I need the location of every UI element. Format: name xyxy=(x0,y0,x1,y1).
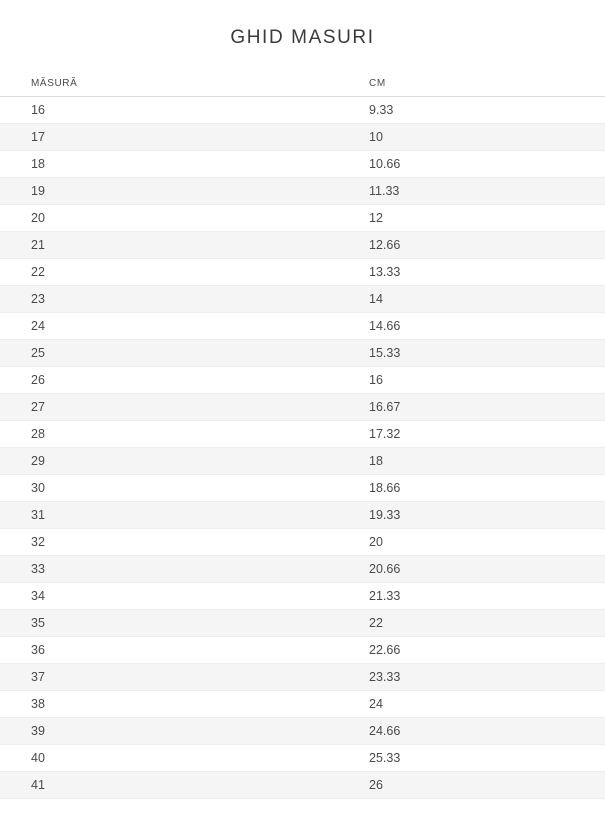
cell-masura: 35 xyxy=(0,609,350,637)
size-guide-table: MĂSURĂ CM 16 9.33 17 10 18 10.66 19 11.33 20 12 21… xyxy=(0,78,605,799)
cell-masura: 24 xyxy=(0,312,350,340)
cell-cm: 10 xyxy=(350,123,605,151)
table-row: 23 14 xyxy=(0,285,605,313)
cell-cm: 15.33 xyxy=(350,339,605,367)
table-row: 40 25.33 xyxy=(0,744,605,772)
cell-masura: 38 xyxy=(0,690,350,718)
cell-masura: 32 xyxy=(0,528,350,556)
cell-masura: 21 xyxy=(0,231,350,259)
table-row: 38 24 xyxy=(0,690,605,718)
cell-cm: 12 xyxy=(350,204,605,232)
column-header-masura: MĂSURĂ xyxy=(0,78,350,97)
table-row: 30 18.66 xyxy=(0,474,605,502)
cell-cm: 18 xyxy=(350,447,605,475)
table-row: 27 16.67 xyxy=(0,393,605,421)
cell-cm: 13.33 xyxy=(350,258,605,286)
cell-masura: 34 xyxy=(0,582,350,610)
table-row: 29 18 xyxy=(0,447,605,475)
cell-masura: 37 xyxy=(0,663,350,691)
table-row: 19 11.33 xyxy=(0,177,605,205)
cell-masura: 30 xyxy=(0,474,350,502)
cell-masura: 22 xyxy=(0,258,350,286)
cell-cm: 16.67 xyxy=(350,393,605,421)
cell-cm: 11.33 xyxy=(350,177,605,205)
cell-cm: 17.32 xyxy=(350,420,605,448)
cell-masura: 36 xyxy=(0,636,350,664)
table-row: 18 10.66 xyxy=(0,150,605,178)
cell-cm: 22 xyxy=(350,609,605,637)
table-row: 22 13.33 xyxy=(0,258,605,286)
cell-masura: 26 xyxy=(0,366,350,394)
table-row: 35 22 xyxy=(0,609,605,637)
table-row: 36 22.66 xyxy=(0,636,605,664)
column-header-cm: CM xyxy=(350,78,605,97)
cell-cm: 24 xyxy=(350,690,605,718)
cell-masura: 33 xyxy=(0,555,350,583)
table-row: 25 15.33 xyxy=(0,339,605,367)
cell-cm: 10.66 xyxy=(350,150,605,178)
cell-masura: 27 xyxy=(0,393,350,421)
table-row: 33 20.66 xyxy=(0,555,605,583)
table-row: 20 12 xyxy=(0,204,605,232)
cell-cm: 25.33 xyxy=(350,744,605,772)
cell-cm: 22.66 xyxy=(350,636,605,664)
table-row: 37 23.33 xyxy=(0,663,605,691)
cell-masura: 29 xyxy=(0,447,350,475)
cell-cm: 24.66 xyxy=(350,717,605,745)
cell-masura: 40 xyxy=(0,744,350,772)
table-body: 16 9.33 17 10 18 10.66 19 11.33 20 12 21 12.66 22 13.… xyxy=(0,96,605,799)
table-row: 39 24.66 xyxy=(0,717,605,745)
cell-cm: 21.33 xyxy=(350,582,605,610)
cell-cm: 20.66 xyxy=(350,555,605,583)
cell-masura: 19 xyxy=(0,177,350,205)
cell-cm: 23.33 xyxy=(350,663,605,691)
cell-masura: 18 xyxy=(0,150,350,178)
cell-masura: 25 xyxy=(0,339,350,367)
cell-cm: 14.66 xyxy=(350,312,605,340)
cell-masura: 28 xyxy=(0,420,350,448)
cell-masura: 31 xyxy=(0,501,350,529)
table-row: 16 9.33 xyxy=(0,96,605,124)
table-row: 28 17.32 xyxy=(0,420,605,448)
cell-masura: 39 xyxy=(0,717,350,745)
cell-cm: 18.66 xyxy=(350,474,605,502)
table-row: 21 12.66 xyxy=(0,231,605,259)
table-row: 24 14.66 xyxy=(0,312,605,340)
cell-masura: 23 xyxy=(0,285,350,313)
cell-cm: 26 xyxy=(350,771,605,799)
cell-masura: 16 xyxy=(0,96,350,124)
table-row: 41 26 xyxy=(0,771,605,799)
cell-masura: 20 xyxy=(0,204,350,232)
table-row: 32 20 xyxy=(0,528,605,556)
cell-cm: 9.33 xyxy=(350,96,605,124)
cell-masura: 17 xyxy=(0,123,350,151)
table-row: 34 21.33 xyxy=(0,582,605,610)
cell-cm: 12.66 xyxy=(350,231,605,259)
table-row: 17 10 xyxy=(0,123,605,151)
cell-masura: 41 xyxy=(0,771,350,799)
table-header-row: MĂSURĂ CM xyxy=(0,78,605,97)
page-title: GHID MASURI xyxy=(230,27,375,48)
cell-cm: 16 xyxy=(350,366,605,394)
cell-cm: 20 xyxy=(350,528,605,556)
table-header: MĂSURĂ CM xyxy=(0,78,605,97)
cell-cm: 14 xyxy=(350,285,605,313)
table-row: 31 19.33 xyxy=(0,501,605,529)
cell-cm: 19.33 xyxy=(350,501,605,529)
table-row: 26 16 xyxy=(0,366,605,394)
